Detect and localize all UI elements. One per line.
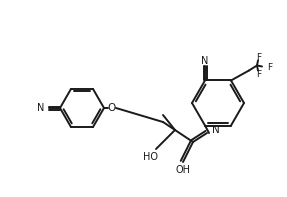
Text: O: O — [108, 103, 116, 113]
Text: F: F — [267, 63, 272, 72]
Text: OH: OH — [175, 165, 191, 175]
Text: F: F — [257, 70, 261, 79]
Text: F: F — [257, 53, 261, 62]
Text: HO: HO — [143, 152, 158, 162]
Text: N: N — [37, 103, 45, 113]
Text: N: N — [212, 125, 220, 135]
Text: N: N — [201, 57, 209, 66]
